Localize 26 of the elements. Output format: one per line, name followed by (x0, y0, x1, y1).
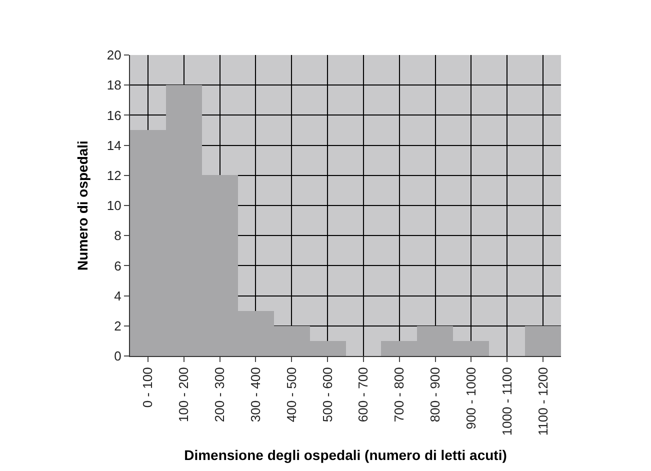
y-tick-label: 8 (114, 228, 122, 244)
y-tick-label: 4 (114, 288, 122, 304)
bar (525, 326, 561, 356)
y-tick-label: 14 (106, 138, 122, 153)
x-tick-label: 900 - 1000 (463, 367, 478, 430)
y-tick-label: 12 (106, 168, 122, 183)
x-tick-label: 0 - 100 (140, 367, 156, 408)
x-tick-label: 500 - 600 (320, 367, 335, 422)
y-tick-label: 18 (106, 78, 122, 93)
x-tick-label: 600 - 700 (356, 367, 371, 422)
x-tick-label: 1100 - 1200 (535, 367, 550, 436)
x-tick-label: 1000 - 1100 (499, 367, 514, 436)
x-tick-label: 200 - 300 (212, 367, 228, 422)
y-tick-label: 16 (106, 108, 122, 123)
y-tick-label: 0 (114, 348, 122, 364)
y-tick-label: 20 (106, 48, 122, 63)
y-axis-title: Numero di ospedali (74, 140, 91, 270)
y-tick-label: 10 (106, 198, 122, 214)
x-tick-label: 100 - 200 (176, 367, 192, 422)
x-tick-label: 400 - 500 (284, 367, 299, 422)
x-tick-label: 300 - 400 (248, 367, 263, 422)
x-axis-title: Dimensione degli ospedali (numero di letti acuti) (184, 446, 507, 463)
y-tick-label: 2 (114, 318, 122, 334)
x-tick-label: 700 - 800 (392, 367, 407, 422)
x-tick-label: 800 - 900 (428, 367, 443, 422)
y-tick-label: 6 (114, 258, 122, 274)
